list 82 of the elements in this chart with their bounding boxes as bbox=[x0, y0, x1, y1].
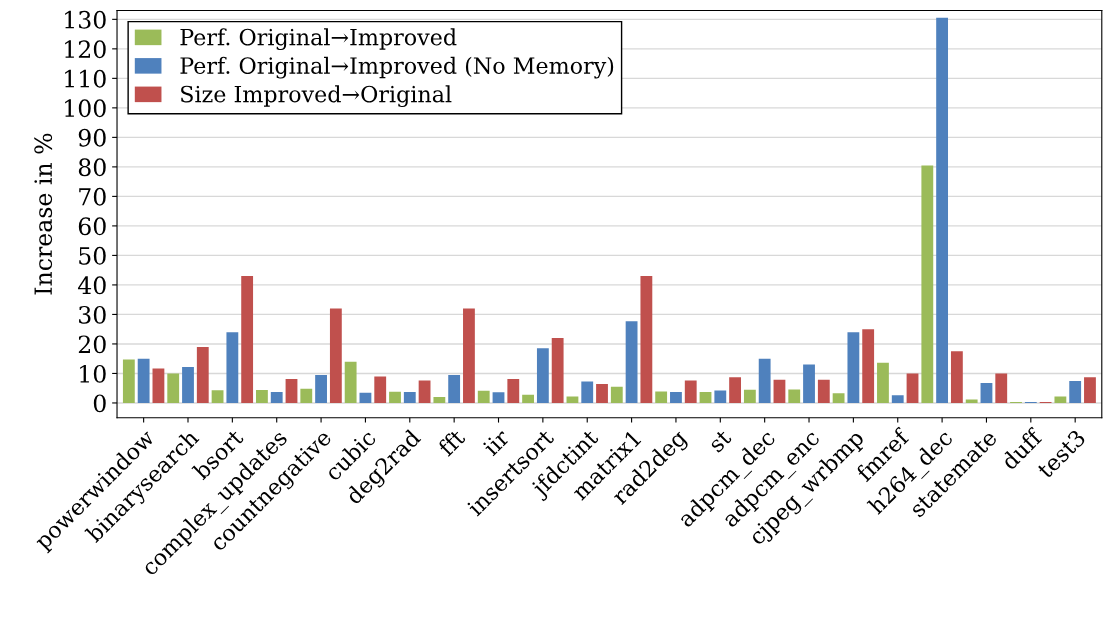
bar bbox=[167, 373, 180, 403]
bar bbox=[507, 379, 520, 403]
bar bbox=[684, 380, 697, 403]
bar bbox=[448, 374, 461, 403]
bar bbox=[921, 165, 934, 403]
y-tick-label: 20 bbox=[78, 335, 106, 354]
bar bbox=[862, 329, 875, 403]
bar bbox=[122, 359, 135, 403]
bar bbox=[832, 393, 845, 403]
bar bbox=[477, 390, 490, 403]
bar bbox=[788, 389, 801, 403]
bar bbox=[492, 392, 505, 403]
bar bbox=[655, 391, 668, 403]
y-tick-label: 110 bbox=[65, 69, 106, 88]
bar bbox=[980, 382, 993, 403]
bar bbox=[877, 362, 889, 403]
bar bbox=[329, 308, 342, 403]
y-tick-label: 30 bbox=[79, 305, 106, 324]
bar bbox=[374, 376, 387, 403]
bar bbox=[285, 379, 298, 403]
bar bbox=[433, 397, 446, 403]
bar bbox=[965, 399, 978, 403]
bar bbox=[995, 373, 1008, 403]
y-tick-label: 80 bbox=[78, 158, 106, 177]
y-tick-label: 130 bbox=[65, 10, 106, 29]
y-tick-label: 90 bbox=[78, 128, 106, 147]
bar bbox=[891, 395, 904, 403]
bar bbox=[226, 332, 239, 403]
bar bbox=[344, 361, 357, 403]
bar bbox=[729, 377, 742, 403]
y-tick-label: 50 bbox=[79, 246, 106, 265]
x-tick-label: fft bbox=[436, 427, 467, 457]
y-tick-label: 120 bbox=[65, 40, 106, 59]
bar bbox=[581, 381, 594, 403]
bar bbox=[256, 389, 268, 403]
y-tick-label: 10 bbox=[80, 364, 106, 383]
bar bbox=[300, 388, 313, 403]
y-tick-label: 60 bbox=[78, 217, 106, 236]
bar bbox=[1084, 377, 1096, 403]
bar bbox=[536, 348, 549, 403]
bar bbox=[359, 392, 372, 403]
bar bbox=[566, 396, 579, 403]
legend-label: Perf. Original→Improved (No Memory) bbox=[180, 56, 614, 79]
bar bbox=[847, 332, 860, 403]
y-tick-label: 70 bbox=[79, 187, 106, 206]
bar bbox=[743, 389, 756, 403]
y-axis-title: Increase in % bbox=[34, 133, 53, 295]
bar bbox=[906, 373, 919, 403]
bar bbox=[522, 394, 534, 403]
y-tick-label: 0 bbox=[93, 394, 106, 413]
bar bbox=[403, 392, 416, 403]
bar bbox=[241, 276, 254, 403]
legend-label: Perf. Original→Improved bbox=[180, 28, 457, 51]
bar bbox=[610, 386, 623, 403]
bar bbox=[773, 379, 786, 403]
bar bbox=[670, 392, 682, 403]
bar bbox=[315, 374, 327, 403]
bar bbox=[936, 17, 949, 403]
bar bbox=[463, 308, 475, 403]
bar bbox=[640, 276, 653, 403]
bar bbox=[803, 364, 815, 403]
bar bbox=[152, 368, 165, 403]
bar bbox=[950, 351, 963, 403]
bar bbox=[270, 392, 283, 403]
bar bbox=[389, 391, 401, 403]
bar bbox=[418, 380, 431, 403]
y-tick-label: 40 bbox=[77, 276, 106, 295]
bar bbox=[196, 346, 209, 403]
bar bbox=[758, 358, 771, 403]
bar bbox=[1054, 396, 1067, 403]
bar bbox=[625, 321, 638, 403]
bar bbox=[714, 390, 727, 403]
bar bbox=[137, 358, 150, 403]
bar bbox=[182, 366, 194, 403]
legend-label: Size Improved→Original bbox=[181, 85, 452, 108]
bar bbox=[699, 392, 712, 403]
bar bbox=[551, 338, 564, 403]
bar bbox=[596, 384, 608, 403]
bar bbox=[1069, 381, 1082, 403]
bar bbox=[211, 390, 224, 403]
bar bbox=[817, 379, 830, 403]
y-tick-label: 100 bbox=[65, 99, 106, 118]
